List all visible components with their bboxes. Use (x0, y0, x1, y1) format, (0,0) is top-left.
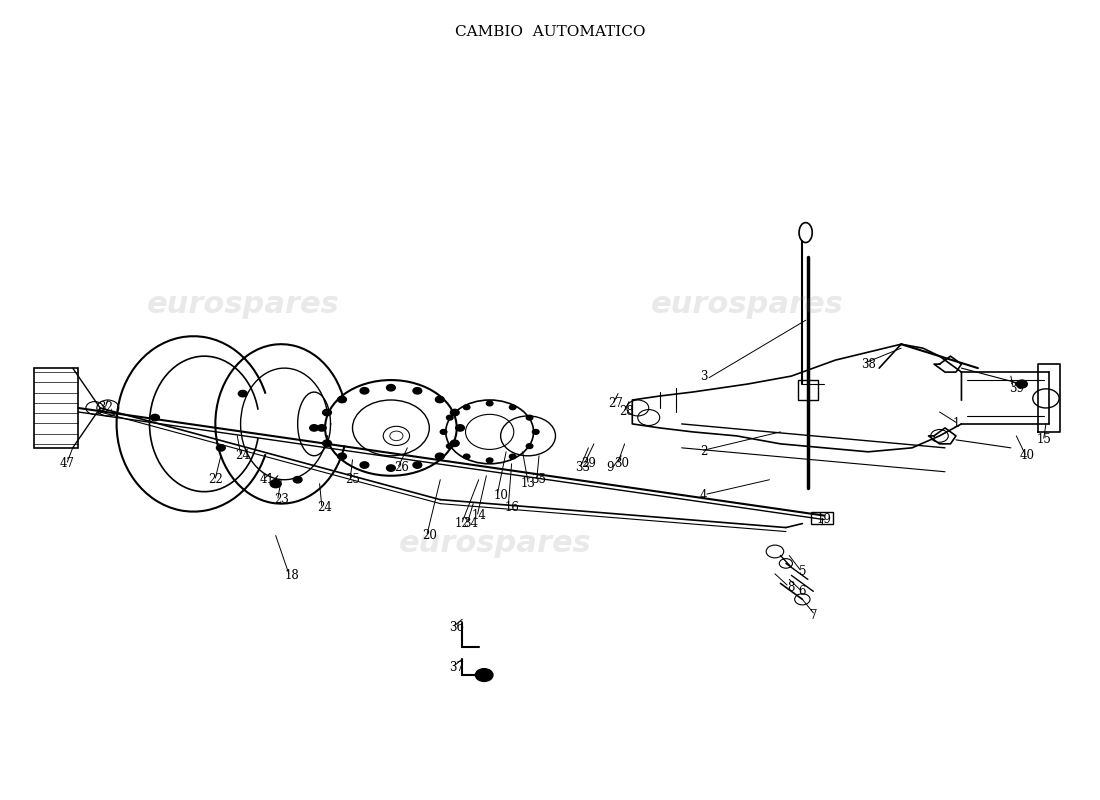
Text: 5: 5 (799, 565, 806, 578)
Text: 23: 23 (274, 493, 288, 506)
Circle shape (526, 444, 532, 449)
Circle shape (475, 669, 493, 682)
Text: 25: 25 (345, 474, 360, 486)
Text: eurospares: eurospares (146, 290, 339, 319)
Text: 12: 12 (454, 517, 470, 530)
Text: 28: 28 (619, 406, 635, 418)
Circle shape (436, 453, 444, 459)
Text: 6: 6 (799, 585, 806, 598)
Circle shape (151, 414, 160, 421)
Text: 20: 20 (422, 529, 437, 542)
Text: 39: 39 (1009, 382, 1024, 394)
Circle shape (338, 396, 346, 402)
Circle shape (239, 390, 248, 397)
Text: 34: 34 (463, 517, 478, 530)
Circle shape (412, 462, 421, 468)
Circle shape (509, 454, 516, 459)
Circle shape (294, 477, 302, 483)
Circle shape (360, 387, 368, 394)
Circle shape (532, 430, 539, 434)
Text: 14: 14 (471, 509, 486, 522)
Text: 4: 4 (700, 489, 707, 502)
Circle shape (322, 410, 331, 416)
Text: eurospares: eurospares (651, 290, 844, 319)
Text: 19: 19 (817, 513, 832, 526)
Circle shape (440, 430, 447, 434)
Text: 27: 27 (608, 398, 624, 410)
Circle shape (447, 415, 453, 420)
Circle shape (1016, 380, 1027, 388)
Text: 30: 30 (614, 458, 629, 470)
Text: 13: 13 (520, 478, 536, 490)
Circle shape (310, 425, 319, 431)
Text: CAMBIO  AUTOMATICO: CAMBIO AUTOMATICO (454, 26, 646, 39)
Text: 26: 26 (395, 462, 409, 474)
Text: 32: 32 (98, 402, 113, 414)
Circle shape (386, 465, 395, 471)
Circle shape (322, 440, 331, 446)
Text: 9: 9 (606, 462, 614, 474)
Text: 35: 35 (531, 474, 547, 486)
Circle shape (463, 405, 470, 410)
Text: 16: 16 (504, 501, 519, 514)
Circle shape (386, 385, 395, 391)
Text: 8: 8 (788, 581, 795, 594)
Circle shape (271, 480, 282, 488)
Text: 29: 29 (581, 458, 596, 470)
Text: 24: 24 (235, 450, 250, 462)
Text: 7: 7 (810, 609, 817, 622)
Circle shape (526, 415, 532, 420)
Circle shape (450, 410, 459, 416)
Text: 1: 1 (953, 418, 959, 430)
Text: 10: 10 (493, 489, 508, 502)
Text: 33: 33 (575, 462, 591, 474)
Circle shape (486, 458, 493, 462)
Text: 24: 24 (318, 501, 332, 514)
Text: 38: 38 (861, 358, 876, 370)
Text: 40: 40 (1020, 450, 1035, 462)
Circle shape (412, 387, 421, 394)
Circle shape (360, 462, 368, 468)
Text: eurospares: eurospares (399, 529, 592, 558)
Circle shape (463, 454, 470, 459)
Text: 41: 41 (260, 474, 274, 486)
Text: 22: 22 (208, 474, 222, 486)
Circle shape (450, 440, 459, 446)
Text: 15: 15 (1036, 434, 1052, 446)
Circle shape (447, 444, 453, 449)
Text: 36: 36 (449, 621, 464, 634)
Circle shape (318, 425, 327, 431)
Circle shape (436, 396, 444, 402)
Text: 18: 18 (285, 569, 299, 582)
Text: 3: 3 (700, 370, 707, 382)
Circle shape (455, 425, 464, 431)
Circle shape (486, 401, 493, 406)
Text: 37: 37 (449, 661, 464, 674)
Circle shape (338, 453, 346, 459)
Text: 2: 2 (700, 446, 707, 458)
Circle shape (509, 405, 516, 410)
Text: 47: 47 (59, 458, 75, 470)
Circle shape (217, 445, 226, 451)
